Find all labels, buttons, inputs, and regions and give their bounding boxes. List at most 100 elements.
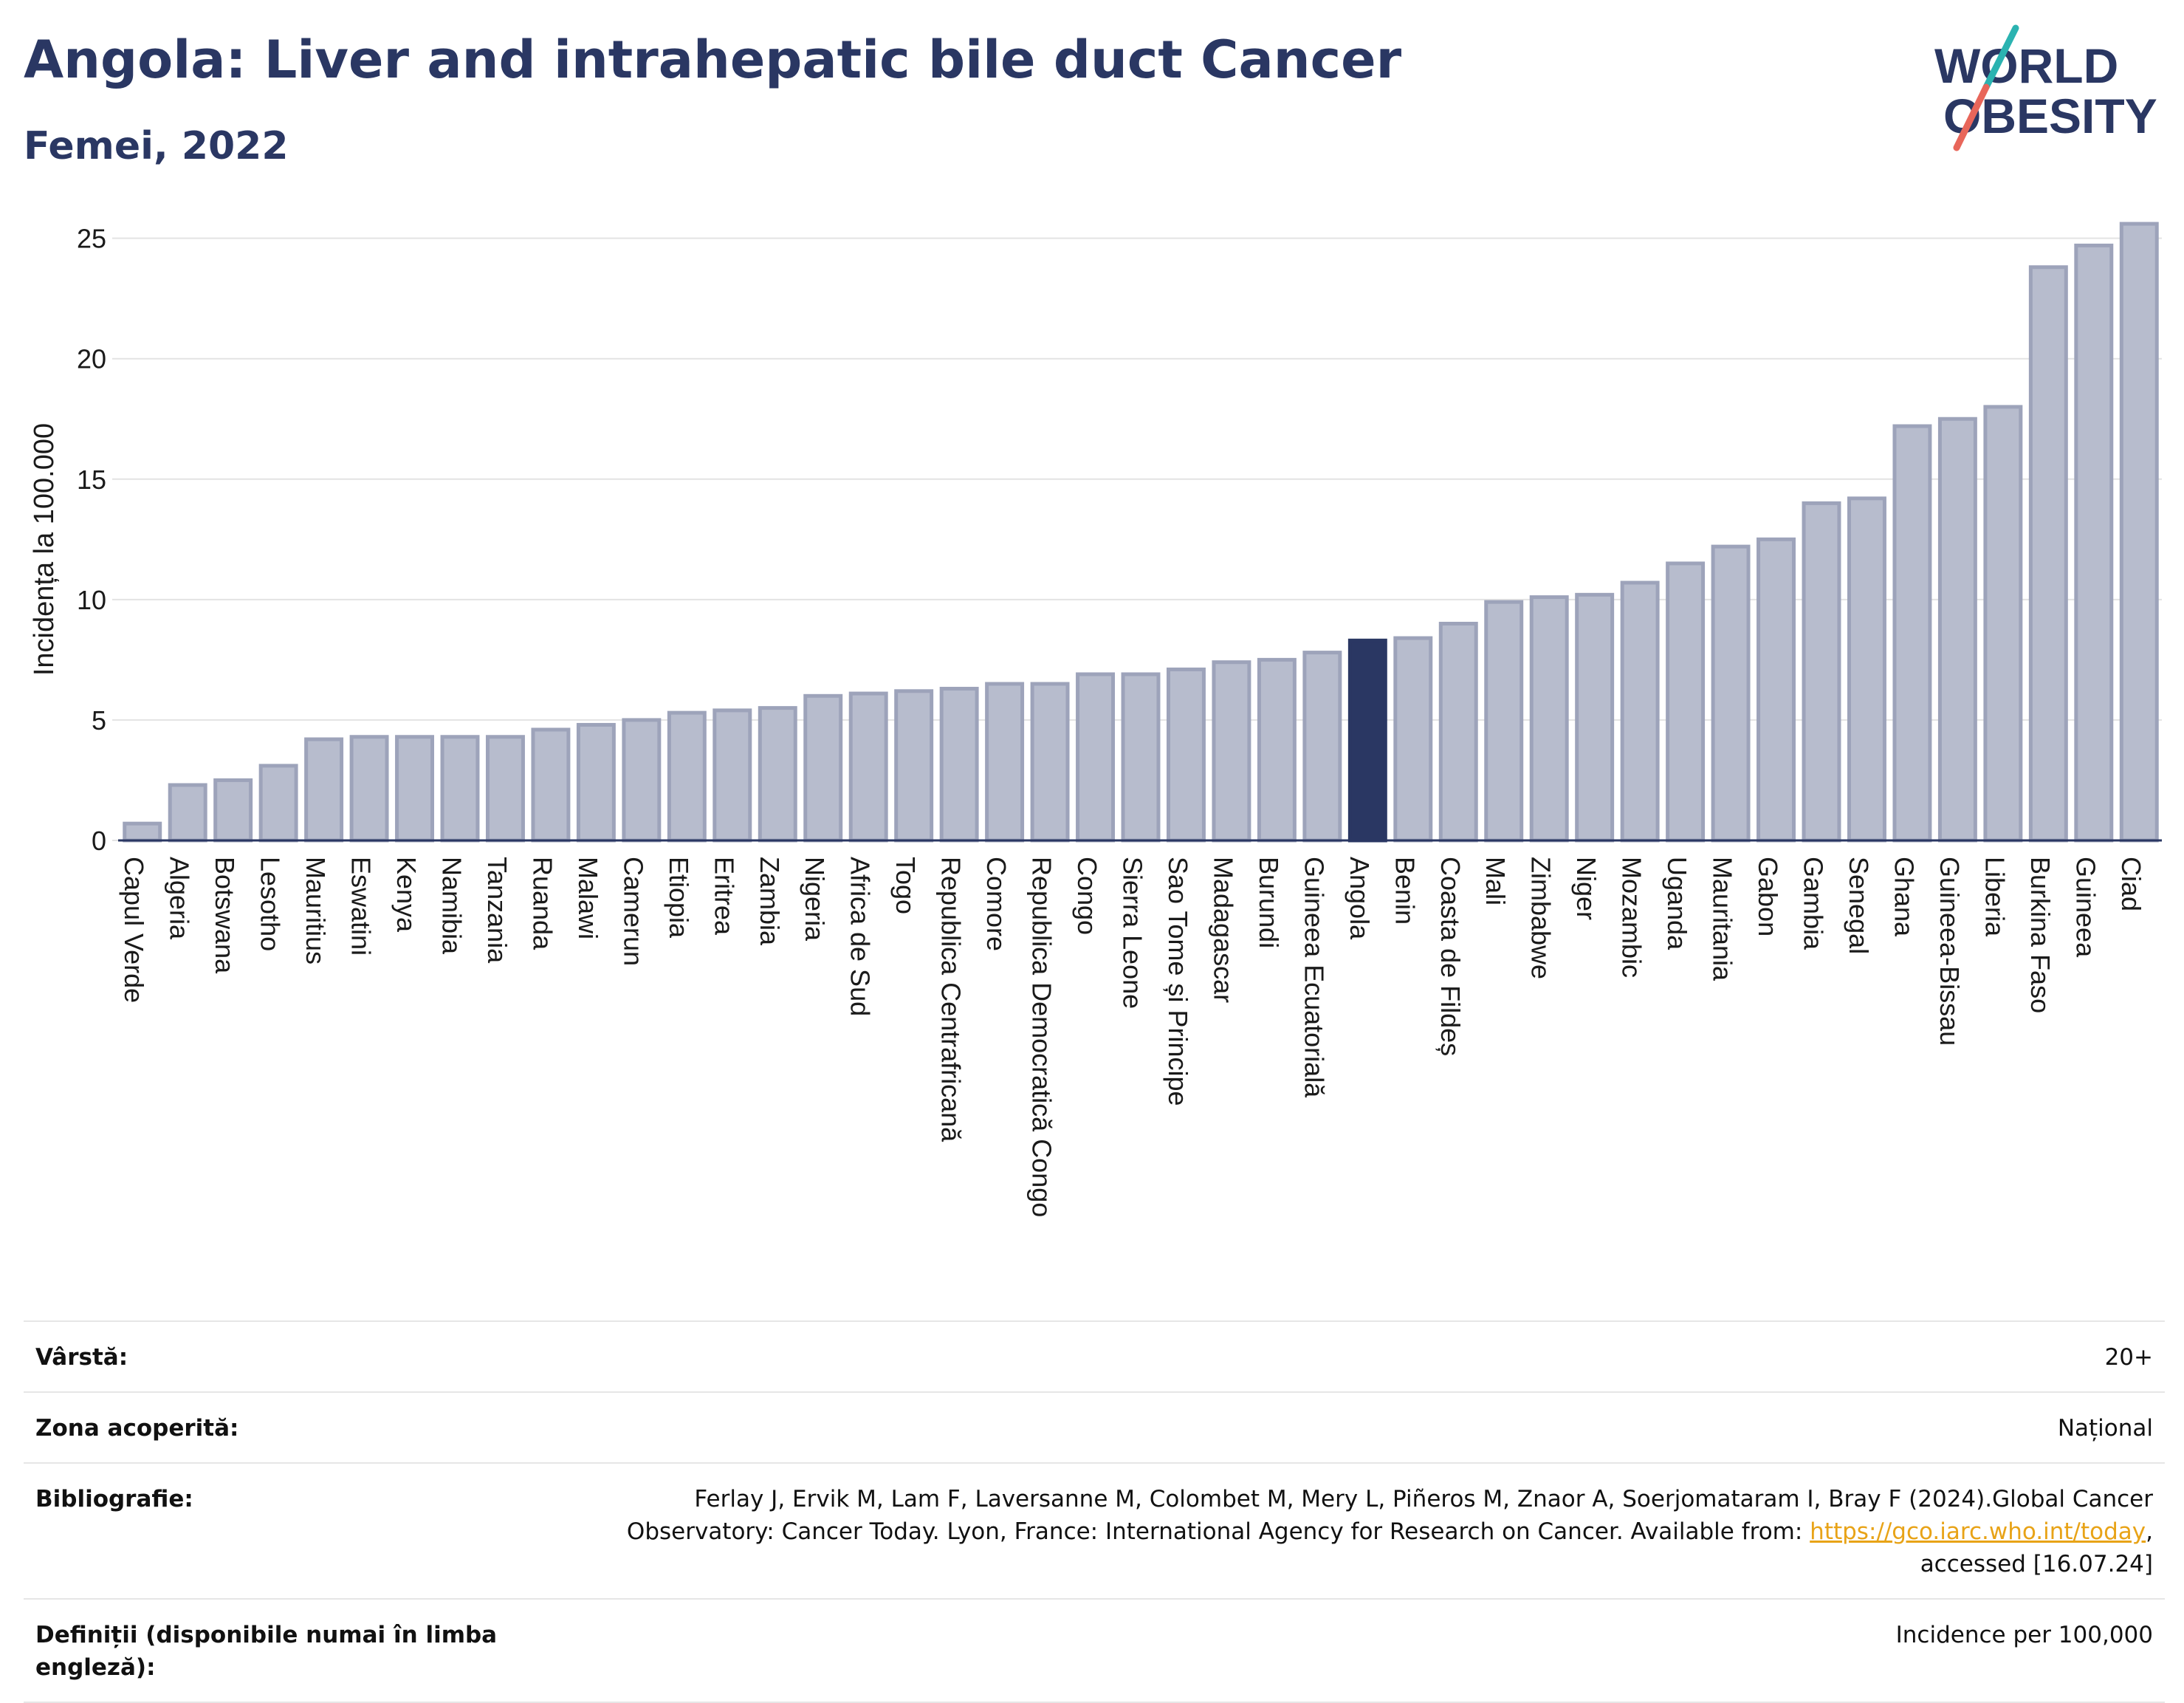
bar-camerun: [622, 718, 662, 843]
info-label-age: Vârstă:: [35, 1344, 128, 1371]
bar-guineea: [2074, 243, 2114, 843]
bar-namibia: [440, 735, 480, 843]
x-tick-label: Tanzania: [482, 857, 512, 964]
x-tick-label: Sao Tome și Principe: [1163, 857, 1193, 1106]
bar-burkina-faso: [2028, 265, 2068, 843]
x-tick-label: Etiopia: [664, 857, 694, 939]
x-tick-label: Coasta de Fildeș: [1435, 857, 1466, 1056]
x-tick-label: Namibia: [436, 857, 467, 955]
x-tick-label: Gabon: [1753, 857, 1783, 936]
x-tick-label: Botswana: [210, 857, 240, 974]
bar-lesotho: [258, 764, 298, 843]
bar-kenya: [395, 735, 435, 843]
bar-capul-verde: [123, 821, 162, 843]
info-value-bibliography: Ferlay J, Ervik M, Lam F, Laversanne M, …: [627, 1483, 2153, 1580]
x-tick-label: Burkina Faso: [2025, 857, 2056, 1013]
x-tick-label: Republica Democratică Congo: [1027, 857, 1057, 1217]
x-tick-label: Camerun: [618, 857, 648, 966]
chart-title: Angola: Liver and intrahepatic bile duct…: [24, 30, 1402, 90]
x-tick-label: Eswatini: [346, 857, 377, 956]
bar-chart: 0 5 10 15 20 25 Capul Verde Algeria Botswana Les…: [29, 222, 2162, 1217]
chart-subtitle: Femei, 2022: [24, 124, 289, 168]
info-label-bibliography: Bibliografie:: [35, 1486, 193, 1512]
bar-mali: [1484, 600, 1524, 843]
bar-gabon: [1757, 537, 1796, 843]
x-tick-label: Senegal: [1844, 857, 1874, 954]
info-value-age: 20+: [2104, 1344, 2153, 1371]
bar-botswana: [213, 778, 253, 843]
bar-madagascar: [1212, 660, 1251, 843]
bar-senegal: [1847, 496, 1886, 843]
bar-benin: [1393, 636, 1433, 843]
x-tick-label: Congo: [1072, 857, 1102, 935]
bar-congo: [1076, 672, 1116, 843]
info-row-coverage: Zona acoperită: Național: [24, 1391, 2165, 1462]
x-tick-label: Guineea: [2070, 857, 2101, 958]
bar-etiopia: [667, 710, 707, 843]
x-tick-label: Ghana: [1889, 857, 1919, 937]
bar-coasta-de-filde-: [1438, 621, 1478, 843]
x-axis-labels: Capul Verde Algeria Botswana Lesotho Mauriti…: [119, 857, 2146, 1217]
bar-gambia: [1802, 501, 1841, 843]
bar-ruanda: [531, 727, 571, 843]
bar-niger: [1575, 592, 1615, 843]
y-tick-label: 25: [77, 224, 106, 254]
y-tick-label: 20: [77, 344, 106, 374]
info-row-age: Vârstă: 20+: [24, 1320, 2165, 1391]
info-row-definitions: Definiții (disponibile numai în limba en…: [24, 1598, 2165, 1703]
x-tick-label: Ciad: [2116, 857, 2146, 911]
bibliography-link[interactable]: https://gco.iarc.who.int/today: [1810, 1518, 2146, 1545]
x-tick-label: Benin: [1390, 857, 1420, 925]
bar-algeria: [168, 783, 207, 843]
bar-guineea-bissau: [1937, 417, 1977, 843]
bar-burundi: [1257, 657, 1297, 843]
bar-eswatini: [349, 735, 389, 843]
world-obesity-logo: WORLD OBESITY: [1920, 22, 2171, 155]
x-tick-label: Mali: [1480, 857, 1511, 905]
x-tick-label: Mozambic: [1617, 857, 1647, 978]
x-tick-label: Zambia: [755, 857, 785, 946]
x-tick-label: Niger: [1571, 857, 1601, 920]
x-tick-label: Gambia: [1798, 857, 1828, 950]
bibliography-line2-end: ,: [2146, 1518, 2153, 1545]
bar-nigeria: [803, 693, 843, 843]
y-tick-label: 0: [92, 826, 106, 856]
x-tick-label: Lesotho: [255, 857, 286, 951]
bar-mauritius: [304, 737, 344, 843]
x-tick-label: Madagascar: [1208, 857, 1238, 1003]
bar-eritrea: [712, 708, 752, 843]
x-tick-label: Angola: [1345, 857, 1375, 940]
x-tick-label: Ruanda: [527, 857, 557, 950]
bar-republica-centrafrican-: [939, 687, 979, 843]
bar-liberia: [1983, 405, 2023, 843]
info-table: Vârstă: 20+ Zona acoperită: Național Bib…: [24, 1320, 2165, 1703]
bar-republica-democratic-congo: [1030, 682, 1070, 843]
x-tick-label: Togo: [890, 857, 921, 914]
x-tick-label: Eritrea: [709, 857, 739, 936]
x-tick-label: Malawi: [573, 857, 603, 939]
bar-mozambic: [1620, 580, 1660, 843]
info-value-coverage: Național: [2057, 1415, 2153, 1442]
bar-sao-tome-i-principe: [1166, 667, 1206, 843]
x-tick-label: Zimbabwe: [1526, 857, 1556, 979]
bars: [123, 222, 2159, 843]
y-tick-label: 5: [92, 705, 106, 736]
bar-togo: [894, 689, 934, 843]
x-tick-label: Nigeria: [800, 857, 830, 942]
x-tick-label: Liberia: [1979, 857, 2010, 937]
info-label-definitions: Definiții (disponibile numai în limba en…: [35, 1622, 498, 1681]
bar-ghana: [1892, 424, 1932, 843]
bar-zimbabwe: [1529, 595, 1569, 843]
x-tick-label: Algeria: [165, 857, 195, 940]
bar-ciad: [2119, 222, 2159, 843]
x-tick-label: Mauritius: [301, 857, 331, 964]
info-value-definitions: Incidence per 100,000: [1895, 1622, 2153, 1648]
bibliography-line1: Ferlay J, Ervik M, Lam F, Laversanne M, …: [694, 1486, 2153, 1512]
info-label-coverage: Zona acoperită:: [35, 1415, 239, 1442]
bar-sierra-leone: [1121, 672, 1161, 843]
bibliography-line3: accessed [16.07.24]: [1920, 1551, 2153, 1577]
info-row-bibliography: Bibliografie: Ferlay J, Ervik M, Lam F, …: [24, 1462, 2165, 1598]
bibliography-line2: Observatory: Cancer Today. Lyon, France:…: [626, 1518, 1810, 1545]
bar-angola: [1347, 638, 1387, 843]
x-tick-label: Kenya: [391, 857, 422, 933]
